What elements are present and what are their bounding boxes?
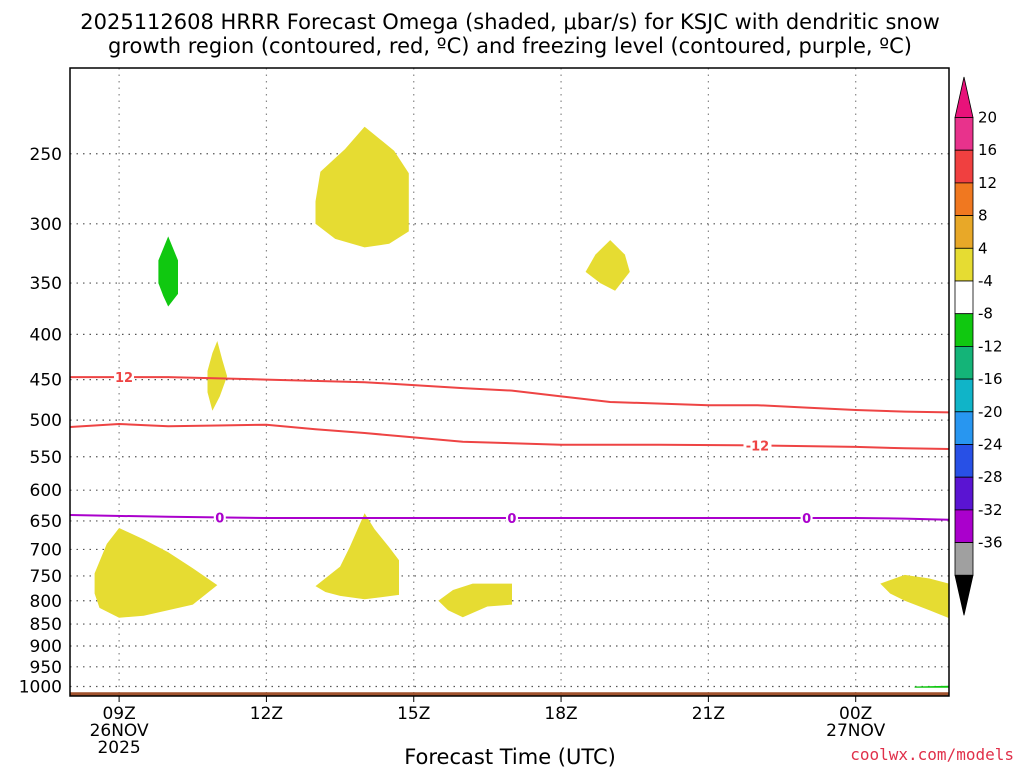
contour-label: 0 (507, 512, 516, 527)
y-tick-label: 950 (30, 658, 62, 678)
contour-label-bg (213, 510, 226, 525)
colorbar-tick-label: -16 (978, 370, 1003, 388)
omega-region (914, 685, 949, 688)
colorbar-tick-label: 16 (978, 141, 997, 159)
colorbar: 20 16 12 8 4 -4 -8 -12 -16 -20 -24 -28 -32 -36 (954, 76, 1003, 616)
colorbar-swatch (954, 182, 974, 216)
grid-lines (70, 68, 949, 696)
colorbar-tick-label: -8 (978, 305, 993, 323)
y-tick-label: 300 (30, 215, 62, 235)
x-tick-label: 18Z (544, 704, 577, 724)
omega-region (438, 583, 512, 618)
omega-region (315, 126, 409, 248)
colorbar-swatch (954, 117, 974, 151)
y-tick-label: 900 (30, 637, 62, 657)
x-tick-label: 2025 (97, 738, 140, 758)
x-tick-label: 00Z (839, 704, 872, 724)
omega-region (94, 528, 218, 618)
colorbar-tick-label: 12 (978, 174, 997, 192)
omega-region (585, 240, 630, 291)
colorbar-tick-label: -36 (978, 534, 1003, 552)
colorbar-swatch (954, 215, 974, 249)
colorbar-tick-label: -12 (978, 337, 1003, 355)
x-tick-label: 12Z (250, 704, 283, 724)
omega-region (880, 574, 949, 619)
contour-label: 0 (802, 512, 811, 527)
colorbar-tick-label: -28 (978, 468, 1003, 486)
contour-line (70, 514, 949, 521)
colorbar-swatch (954, 444, 974, 478)
colorbar-swatch (954, 476, 974, 511)
colorbar-swatch (954, 542, 974, 576)
x-tick-label: 21Z (692, 704, 725, 724)
colorbar-tick-label: -4 (978, 272, 993, 290)
colorbar-tick-label: 20 (978, 109, 997, 127)
contour-label-bg (800, 510, 813, 525)
omega-region (158, 236, 178, 307)
y-tick-label: 650 (30, 512, 62, 532)
contour-label: 12 (115, 371, 133, 386)
chart-title-line-1: 2025112608 HRRR Forecast Omega (shaded, … (80, 10, 940, 34)
y-tick-label: 400 (30, 325, 62, 345)
plot-frame (69, 67, 950, 697)
contour-labels: 12 -12 0 0 0 (114, 370, 813, 527)
colorbar-tick-label: -20 (978, 403, 1003, 421)
y-tick-label: 450 (30, 371, 62, 391)
colorbar-swatch (954, 411, 974, 445)
omega-region (207, 341, 228, 411)
y-tick-label: 550 (30, 448, 62, 468)
y-tick-label: 850 (30, 615, 62, 635)
contour-label-bg (114, 370, 135, 385)
colorbar-swatch (954, 149, 974, 184)
contour-line (70, 376, 949, 414)
colorbar-tick-label: 8 (978, 207, 988, 225)
y-tick-label: 700 (30, 540, 62, 560)
x-tick-label: 09Z (102, 704, 135, 724)
colorbar-tick-label: -32 (978, 501, 1003, 519)
x-tick-label: 15Z (397, 704, 430, 724)
ground-fill (70, 692, 949, 696)
omega-region (315, 513, 399, 600)
contour-label: -12 (746, 439, 770, 454)
y-tick-label: 500 (30, 411, 62, 431)
y-tick-label: 600 (30, 481, 62, 501)
colorbar-bottom-arrow (954, 574, 974, 616)
x-axis-title: Forecast Time (UTC) (404, 745, 616, 768)
colorbar-tick-label: -24 (978, 436, 1003, 454)
y-tick-label: 800 (30, 592, 62, 612)
y-axis: 2503003504004505005506006507007508008509… (19, 145, 62, 698)
contour-label-bg (743, 438, 772, 453)
contour-label-bg (505, 510, 518, 525)
source-credit[interactable]: coolwx.com/models (850, 745, 1014, 764)
y-tick-label: 350 (30, 274, 62, 294)
y-tick-label: 750 (30, 567, 62, 587)
colorbar-swatch (954, 280, 974, 315)
colorbar-swatch (954, 313, 974, 347)
contour-line (70, 422, 949, 450)
y-tick-label: 1000 (19, 678, 62, 698)
colorbar-top-arrow (954, 76, 974, 118)
colorbar-tick-label: 4 (978, 239, 988, 257)
colorbar-swatch (954, 509, 974, 543)
colorbar-swatch (954, 345, 974, 380)
colorbar-swatch (954, 378, 974, 413)
omega-shading (94, 126, 949, 688)
contour-lines (70, 376, 949, 521)
colorbar-swatch (954, 247, 974, 282)
contour-label: 0 (215, 511, 224, 526)
y-tick-label: 250 (30, 145, 62, 165)
x-tick-label: 27NOV (826, 721, 885, 741)
chart-title-line-2: growth region (contoured, red, ºC) and f… (108, 34, 912, 58)
x-tick-label: 26NOV (90, 721, 149, 741)
